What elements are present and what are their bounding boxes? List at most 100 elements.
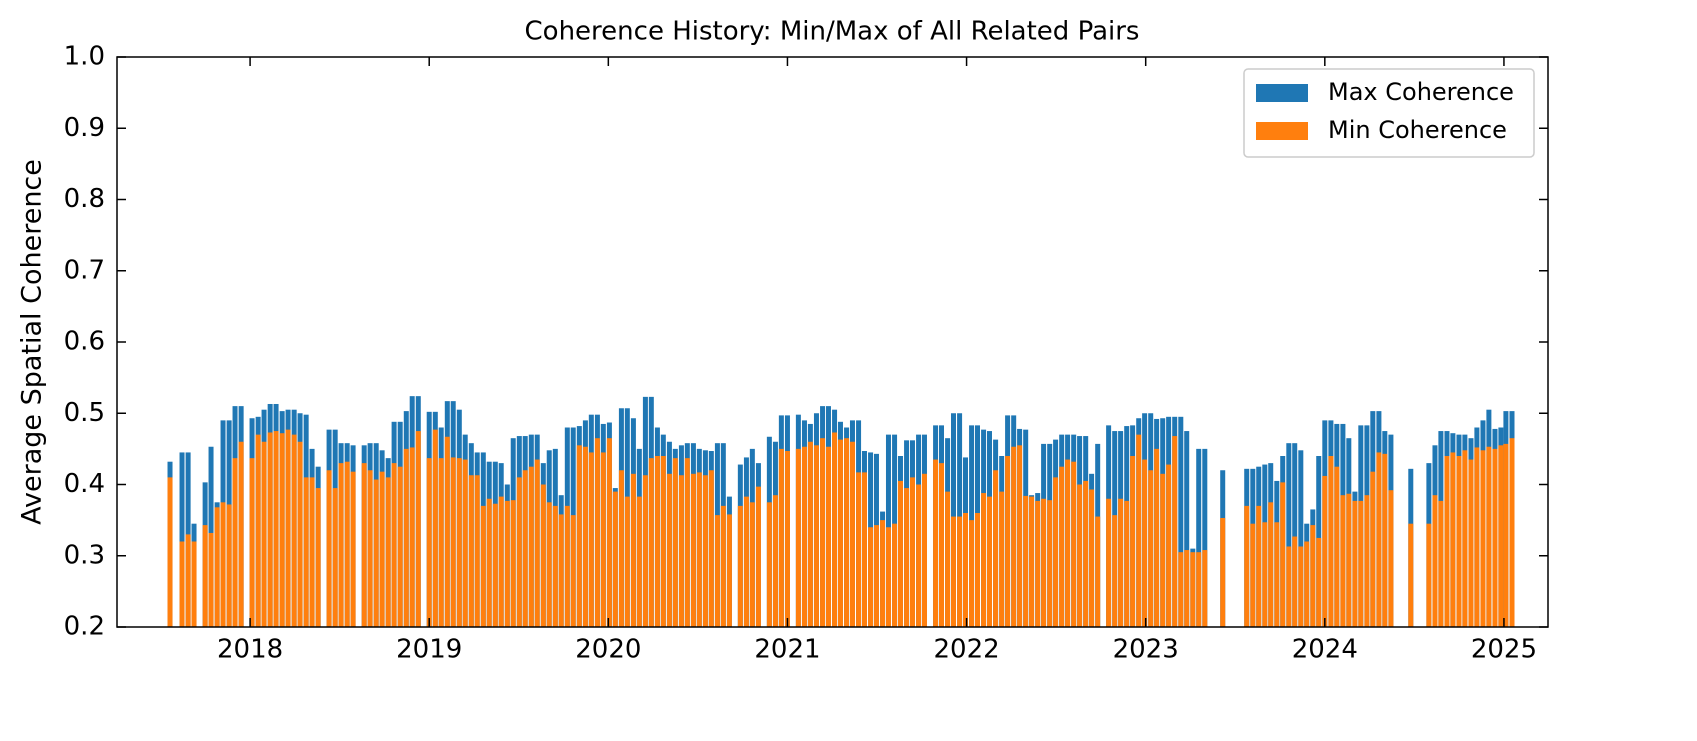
bar <box>1190 552 1196 627</box>
bar <box>807 441 813 627</box>
bar <box>986 496 992 627</box>
bar <box>1262 522 1268 627</box>
bar <box>1011 446 1017 627</box>
bar <box>1041 498 1047 627</box>
bar <box>1089 489 1095 627</box>
bar <box>950 516 956 627</box>
bar <box>594 438 600 627</box>
bar <box>214 507 220 627</box>
legend-label: Max Coherence <box>1328 78 1514 106</box>
bar <box>921 473 927 627</box>
bar <box>1071 461 1077 627</box>
bar <box>261 441 267 627</box>
bar <box>825 446 831 627</box>
y-tick-label: 0.4 <box>64 469 105 499</box>
bar <box>630 473 636 627</box>
bar <box>1346 493 1352 627</box>
bar <box>832 432 838 627</box>
bar <box>938 463 944 627</box>
bar <box>1364 495 1370 627</box>
bar <box>220 502 226 627</box>
bar <box>1444 456 1450 627</box>
bar <box>1154 448 1160 627</box>
bar <box>528 466 534 627</box>
bar <box>672 458 678 627</box>
bars <box>167 396 1515 627</box>
y-tick-label: 1.0 <box>64 42 105 72</box>
bar <box>332 488 338 627</box>
bar <box>267 432 273 627</box>
bar <box>1450 452 1456 627</box>
bar <box>208 532 214 627</box>
bar <box>720 505 726 627</box>
bar <box>678 475 684 627</box>
legend-box <box>1243 68 1535 158</box>
bar <box>1316 537 1322 627</box>
bar <box>600 452 606 627</box>
bar <box>552 505 558 627</box>
x-tick-label: 2020 <box>575 635 641 665</box>
bar <box>1310 525 1316 627</box>
bar <box>1292 536 1298 627</box>
bar <box>191 541 197 627</box>
bar <box>945 491 951 627</box>
bar <box>1456 456 1462 627</box>
bar <box>624 496 630 627</box>
y-tick-label: 0.7 <box>64 255 105 285</box>
bar <box>1304 541 1310 627</box>
bar <box>755 486 761 627</box>
bar <box>654 456 660 627</box>
bar <box>1432 495 1438 627</box>
bar <box>379 471 385 627</box>
bar <box>444 436 450 627</box>
y-tick-label: 0.8 <box>64 184 105 214</box>
bar <box>492 503 498 627</box>
bar <box>468 475 474 627</box>
y-tick-label: 0.6 <box>64 327 105 357</box>
bar <box>564 505 570 627</box>
bar <box>1250 523 1256 627</box>
bar <box>885 527 891 627</box>
bar <box>480 505 486 627</box>
bar <box>510 500 516 627</box>
bar <box>969 520 975 627</box>
bar <box>606 438 612 627</box>
bar <box>708 470 714 627</box>
bar <box>1196 552 1202 627</box>
bar <box>1142 459 1148 627</box>
y-tick-label: 0.9 <box>64 113 105 143</box>
bar <box>1292 443 1298 627</box>
bar <box>273 431 279 627</box>
bar <box>1202 550 1208 627</box>
bar <box>409 447 415 627</box>
bar <box>737 505 743 627</box>
bar <box>1184 431 1190 627</box>
bar <box>255 434 261 627</box>
bar <box>1358 500 1364 627</box>
y-tick-label: 0.5 <box>64 398 105 428</box>
bar <box>1474 447 1480 627</box>
bar <box>1408 523 1414 627</box>
x-tick-label: 2025 <box>1471 635 1537 665</box>
bar <box>856 472 862 627</box>
bar <box>726 514 732 627</box>
bar <box>1286 443 1292 627</box>
bar <box>558 514 564 627</box>
bar <box>1509 438 1515 627</box>
bar <box>612 491 618 627</box>
bar <box>1083 480 1089 627</box>
bar <box>1124 500 1130 627</box>
bar <box>588 452 594 627</box>
bar <box>1172 436 1178 627</box>
bar <box>1202 448 1208 627</box>
bar <box>820 438 826 627</box>
bar <box>385 477 391 627</box>
bar <box>534 459 540 627</box>
bar <box>249 458 255 627</box>
bar <box>743 496 749 627</box>
bar <box>1334 466 1340 627</box>
bar <box>642 475 648 627</box>
bar <box>1065 459 1071 627</box>
bar <box>1376 452 1382 627</box>
bar <box>766 502 772 627</box>
